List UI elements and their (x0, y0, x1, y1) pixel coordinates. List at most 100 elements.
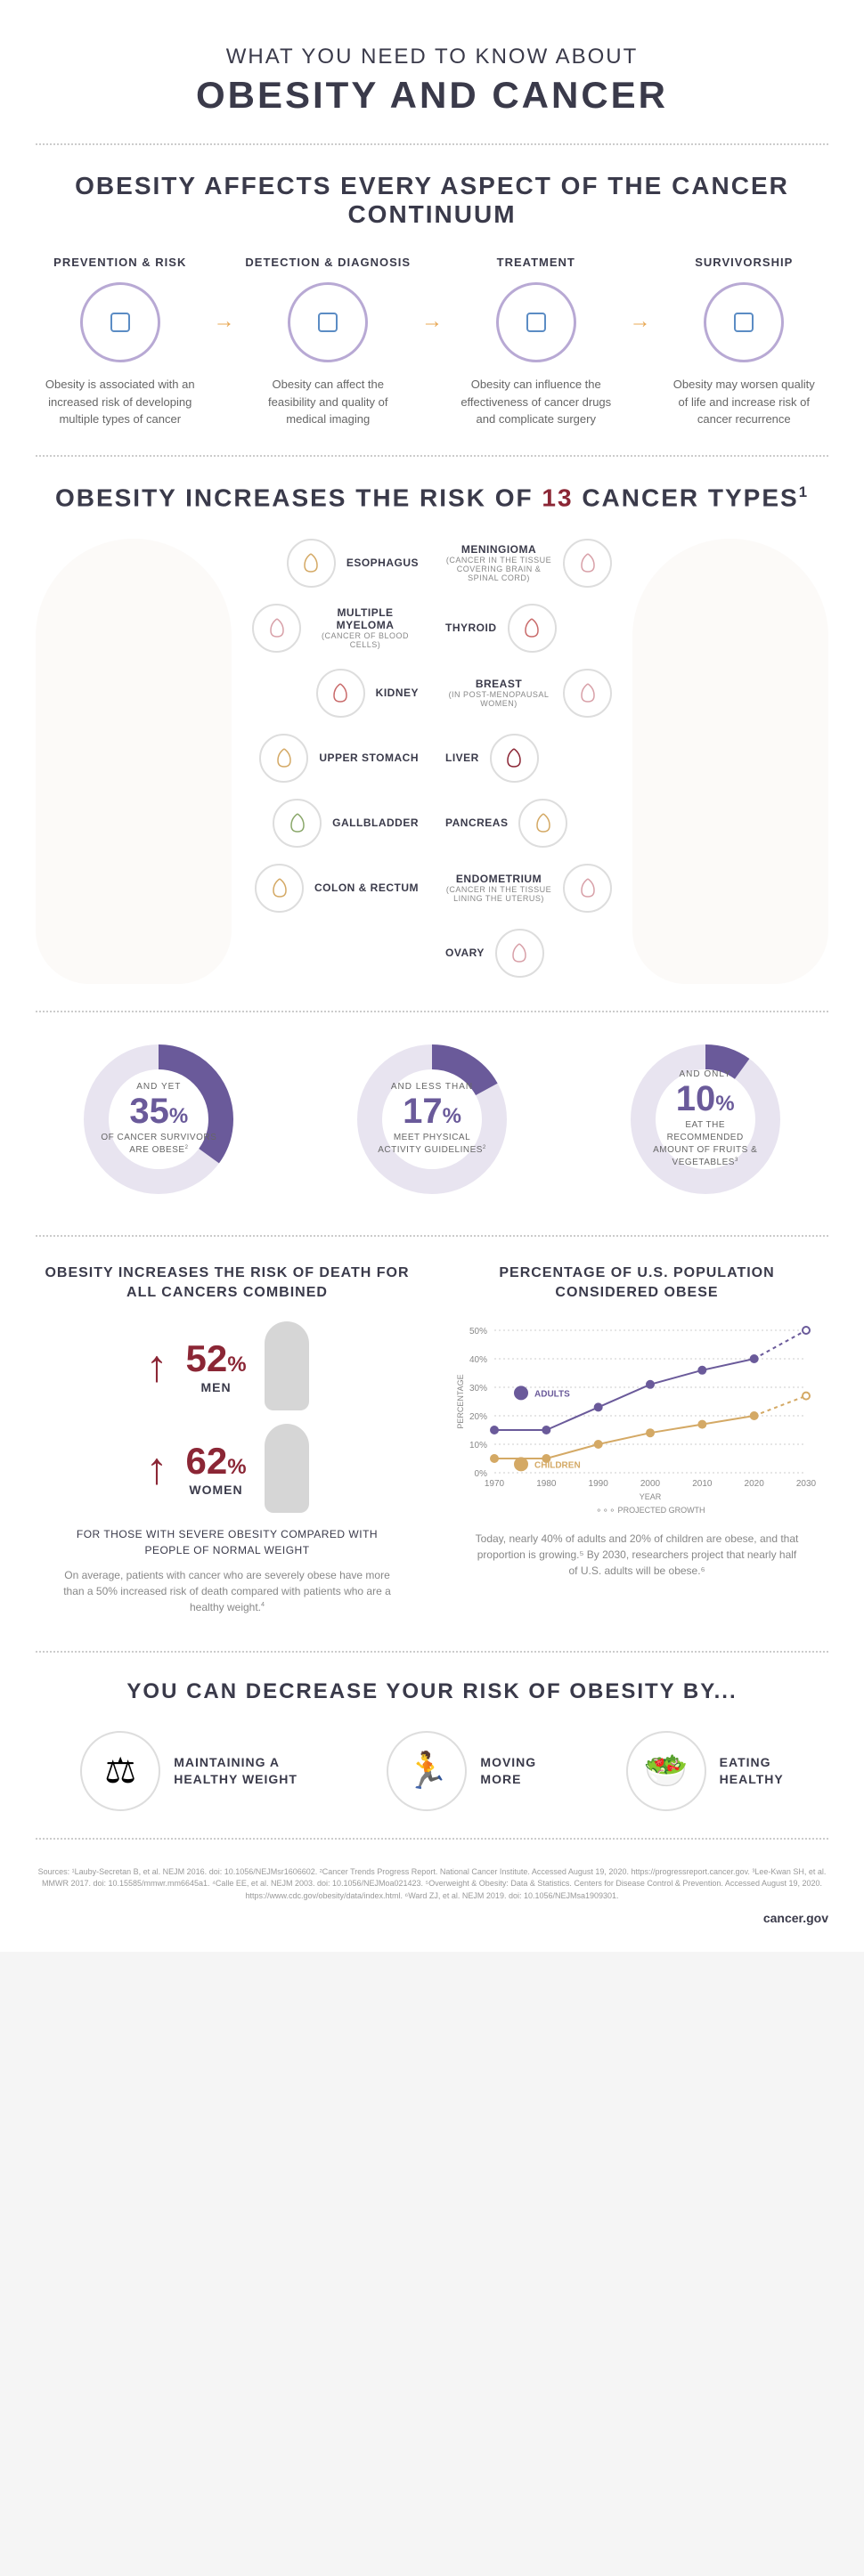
svg-text:PERCENTAGE: PERCENTAGE (456, 1374, 465, 1428)
donut-stats-row: AND YET 35% OF CANCER SURVIVORS ARE OBES… (36, 1039, 828, 1208)
divider (36, 455, 828, 457)
decrease-title: YOU CAN DECREASE YOUR RISK OF OBESITY BY… (36, 1679, 828, 1704)
organ-icon (273, 799, 322, 848)
sources-text: Sources: ¹Lauby-Secretan B, et al. NEJM … (36, 1866, 828, 1903)
risk-subtitle: FOR THOSE WITH SEVERE OBESITY COMPARED W… (53, 1526, 401, 1558)
organ-icon (490, 734, 539, 783)
cancer-type-item: BREAST(IN POST-MENOPAUSAL WOMEN) (445, 669, 612, 718)
organ-icon (508, 604, 557, 653)
donut-stat: AND ONLY 10% EAT THE RECOMMENDED AMOUNT … (582, 1039, 828, 1208)
svg-text:10%: 10% (469, 1441, 487, 1451)
cancer-type-label: ENDOMETRIUM(CANCER IN THE TISSUE LINING … (445, 873, 552, 903)
continuum-item: TREATMENT Obesity can influence the effe… (452, 256, 621, 428)
svg-text:YEAR: YEAR (640, 1492, 662, 1501)
decrease-item: 🏃 MOVINGMORE (387, 1731, 536, 1811)
organ-icon (563, 864, 612, 913)
up-arrow-icon: ↑ (145, 1451, 167, 1486)
donut-chart: AND ONLY 10% EAT THE RECOMMENDED AMOUNT … (625, 1039, 786, 1199)
cancer-type-label: BREAST(IN POST-MENOPAUSAL WOMEN) (445, 678, 552, 708)
svg-text:⚬⚬⚬ PROJECTED GROWTH: ⚬⚬⚬ PROJECTED GROWTH (595, 1506, 705, 1515)
organ-icon (259, 734, 308, 783)
continuum-item-title: SURVIVORSHIP (660, 256, 829, 269)
organ-icon (252, 604, 301, 653)
male-body-figure (36, 539, 232, 984)
svg-text:2000: 2000 (640, 1479, 661, 1489)
decrease-icon: 🥗 (626, 1731, 706, 1811)
risk-women-pct: 62% (185, 1440, 246, 1483)
cancer-type-item: ENDOMETRIUM(CANCER IN THE TISSUE LINING … (445, 864, 612, 913)
female-body-figure (632, 539, 828, 984)
svg-text:1990: 1990 (589, 1479, 609, 1489)
divider (36, 1651, 828, 1653)
cancer-col-left: ESOPHAGUS MULTIPLE MYELOMA(CANCER OF BLO… (252, 539, 419, 978)
donut-pct: 10% (648, 1079, 763, 1119)
cancer-type-label: MULTIPLE MYELOMA(CANCER OF BLOOD CELLS) (312, 606, 419, 649)
svg-text:50%: 50% (469, 1327, 487, 1337)
cancer-type-label: KIDNEY (376, 687, 419, 699)
divider (36, 1011, 828, 1012)
cancer-type-label: GALLBLADDER (332, 817, 419, 829)
cancer-type-label: MENINGIOMA(CANCER IN THE TISSUE COVERING… (445, 543, 552, 582)
arrow-icon: → (630, 256, 651, 334)
cancer-type-label: COLON & RECTUM (314, 882, 419, 894)
cancer-type-label: LIVER (445, 752, 479, 764)
cancer-col-right: MENINGIOMA(CANCER IN THE TISSUE COVERING… (445, 539, 612, 978)
cancer-type-item: UPPER STOMACH (252, 734, 419, 783)
cancer-type-label: UPPER STOMACH (319, 752, 419, 764)
cancer-type-label: THYROID (445, 622, 497, 634)
continuum-item: DETECTION & DIAGNOSIS Obesity can affect… (244, 256, 413, 428)
svg-text:30%: 30% (469, 1384, 487, 1394)
continuum-item-title: DETECTION & DIAGNOSIS (244, 256, 413, 269)
chart-panel: PERCENTAGE OF U.S. POPULATION CONSIDERED… (445, 1264, 828, 1624)
svg-text:20%: 20% (469, 1412, 487, 1422)
cancer-type-label: PANCREAS (445, 817, 508, 829)
svg-text:CHILDREN: CHILDREN (534, 1460, 581, 1470)
svg-text:0%: 0% (475, 1469, 488, 1479)
cancer-type-label: ESOPHAGUS (346, 557, 419, 569)
risk-footnote: On average, patients with cancer who are… (62, 1567, 392, 1615)
continuum-title: OBESITY AFFECTS EVERY ASPECT OF THE CANC… (36, 172, 828, 229)
donut-stat: AND YET 35% OF CANCER SURVIVORS ARE OBES… (36, 1039, 282, 1208)
cancer-types-title: OBESITY INCREASES THE RISK OF 13 CANCER … (36, 484, 828, 512)
chart-title: PERCENTAGE OF U.S. POPULATION CONSIDERED… (445, 1264, 828, 1304)
risk-title: OBESITY INCREASES THE RISK OF DEATH FOR … (36, 1264, 419, 1304)
organ-icon (287, 539, 336, 588)
divider (36, 1838, 828, 1840)
cancer-type-item: GALLBLADDER (252, 799, 419, 848)
continuum-icon (80, 282, 160, 362)
cancer-type-item: ESOPHAGUS (252, 539, 419, 588)
continuum-item-title: TREATMENT (452, 256, 621, 269)
donut-pct: 17% (374, 1092, 490, 1132)
cancer-type-item: KIDNEY (252, 669, 419, 718)
donut-pre: AND LESS THAN (374, 1082, 490, 1092)
svg-text:1980: 1980 (536, 1479, 557, 1489)
infographic-page: WHAT YOU NEED TO KNOW ABOUT OBESITY AND … (0, 0, 864, 1952)
continuum-item-title: PREVENTION & RISK (36, 256, 205, 269)
organ-icon (518, 799, 567, 848)
cancer-type-item: MULTIPLE MYELOMA(CANCER OF BLOOD CELLS) (252, 604, 419, 653)
decrease-item: 🥗 EATINGHEALTHY (626, 1731, 784, 1811)
organ-icon (495, 929, 544, 978)
main-title: OBESITY AND CANCER (36, 74, 828, 117)
donut-desc: OF CANCER SURVIVORS ARE OBESE2 (101, 1132, 216, 1157)
female-silhouette-icon (265, 1424, 309, 1513)
donut-chart: AND YET 35% OF CANCER SURVIVORS ARE OBES… (78, 1039, 239, 1199)
decrease-row: ⚖ MAINTAINING AHEALTHY WEIGHT🏃 MOVINGMOR… (36, 1731, 828, 1811)
continuum-icon (496, 282, 576, 362)
continuum-row: PREVENTION & RISK Obesity is associated … (36, 256, 828, 428)
cancer-type-item: OVARY (445, 929, 612, 978)
chart-footnote: Today, nearly 40% of adults and 20% of c… (472, 1531, 802, 1579)
continuum-item-desc: Obesity can influence the effectiveness … (452, 376, 621, 428)
decrease-label: EATINGHEALTHY (720, 1754, 784, 1786)
svg-text:2010: 2010 (692, 1479, 713, 1489)
male-silhouette-icon (265, 1321, 309, 1410)
donut-desc: MEET PHYSICAL ACTIVITY GUIDELINES2 (374, 1132, 490, 1157)
decrease-label: MOVINGMORE (480, 1754, 536, 1786)
decrease-icon: 🏃 (387, 1731, 467, 1811)
supertitle: WHAT YOU NEED TO KNOW ABOUT (36, 45, 828, 69)
risk-men-row: ↑ 52% MEN (36, 1321, 419, 1410)
svg-text:1970: 1970 (485, 1479, 505, 1489)
continuum-item-desc: Obesity can affect the feasibility and q… (244, 376, 413, 428)
donut-stat: AND LESS THAN 17% MEET PHYSICAL ACTIVITY… (309, 1039, 556, 1208)
donut-pre: AND YET (101, 1082, 216, 1092)
